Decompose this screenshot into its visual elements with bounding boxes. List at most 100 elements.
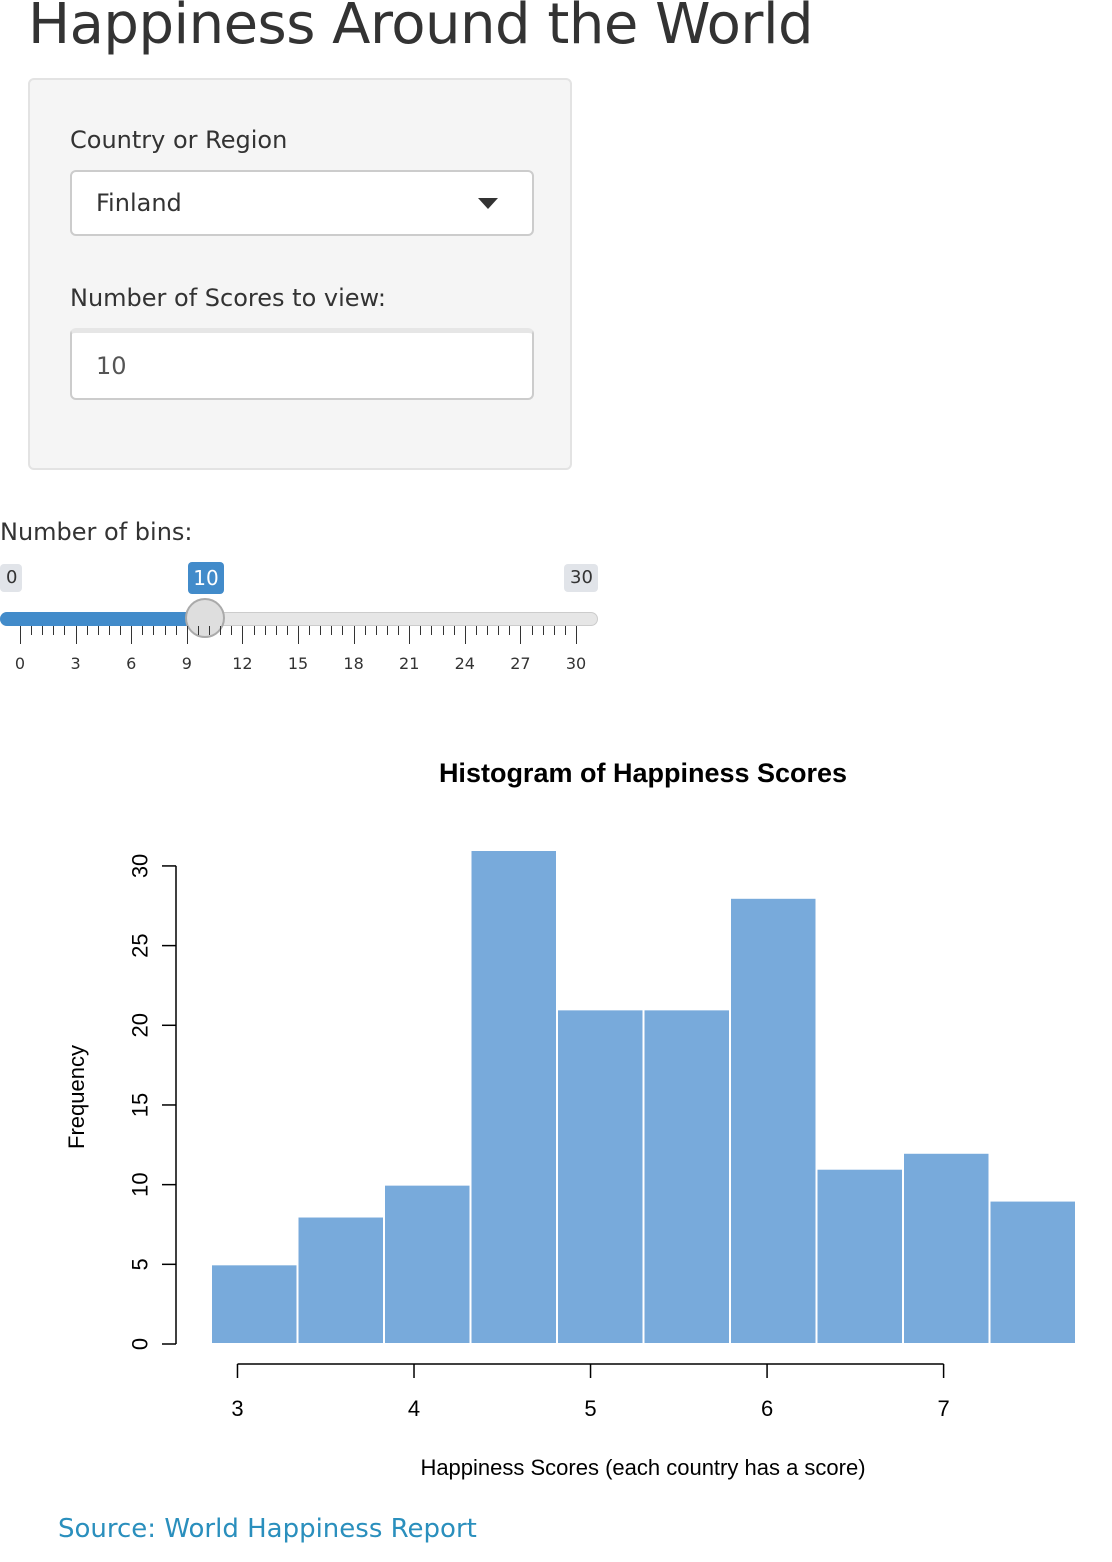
x-tick-label: 6 bbox=[761, 1396, 773, 1421]
histogram-bar bbox=[556, 1008, 645, 1345]
slider-minor-tick bbox=[320, 626, 322, 635]
y-tick-label: 20 bbox=[128, 1013, 153, 1037]
histogram-bar bbox=[902, 1151, 991, 1345]
slider-minor-tick bbox=[286, 626, 288, 635]
sidebar-panel: Country or Region Finland Number of Scor… bbox=[28, 78, 572, 470]
slider-minor-tick bbox=[164, 626, 166, 635]
slider-minor-tick bbox=[431, 626, 433, 635]
slider-major-tick bbox=[75, 626, 77, 644]
slider-tick-label: 6 bbox=[126, 654, 137, 673]
slider-major-tick bbox=[464, 626, 466, 644]
y-tick-label: 25 bbox=[128, 933, 153, 957]
y-tick-label: 10 bbox=[128, 1172, 153, 1196]
histogram-chart: Histogram of Happiness Scores 0 5 10 15 20 25 3… bbox=[64, 758, 1077, 1480]
slider-minor-tick bbox=[542, 626, 544, 635]
y-tick-label: 0 bbox=[128, 1338, 153, 1350]
page-title: Happiness Around the World bbox=[28, 0, 814, 57]
slider-tick-label: 24 bbox=[454, 654, 475, 673]
slider-minor-tick bbox=[31, 626, 33, 635]
slider-max-label: 30 bbox=[564, 564, 598, 592]
slider-minor-tick bbox=[386, 626, 388, 635]
slider-minor-tick bbox=[64, 626, 66, 635]
slider-major-tick bbox=[520, 626, 522, 644]
slider-tick-label: 21 bbox=[399, 654, 420, 673]
slider-major-tick bbox=[409, 626, 411, 644]
x-tick-label: 7 bbox=[937, 1396, 949, 1421]
x-axis-label: Happiness Scores (each country has a sco… bbox=[420, 1455, 865, 1480]
slider-minor-tick bbox=[398, 626, 400, 635]
slider-minor-tick bbox=[309, 626, 311, 635]
country-select-value: Finland bbox=[96, 189, 182, 217]
slider-major-tick bbox=[353, 626, 355, 644]
x-tick-label: 5 bbox=[584, 1396, 596, 1421]
slider-major-tick bbox=[576, 626, 577, 644]
bins-slider-label: Number of bins: bbox=[0, 518, 193, 546]
slider-tick-label: 9 bbox=[181, 654, 192, 673]
slider-minor-tick bbox=[531, 626, 533, 635]
y-tick-label: 30 bbox=[128, 854, 153, 878]
slider-minor-tick bbox=[342, 626, 344, 635]
slider-minor-tick bbox=[375, 626, 377, 635]
histogram-bar bbox=[383, 1183, 472, 1346]
slider-tick-label: 15 bbox=[287, 654, 309, 673]
slider-minor-tick bbox=[153, 626, 155, 635]
slider-minor-tick bbox=[475, 626, 477, 635]
slider-handle[interactable] bbox=[185, 598, 226, 638]
slider-minor-tick bbox=[275, 626, 277, 635]
slider-minor-tick bbox=[42, 626, 44, 635]
chart-title: Histogram of Happiness Scores bbox=[439, 758, 847, 788]
slider-minor-tick bbox=[564, 626, 566, 635]
slider-minor-tick bbox=[487, 626, 489, 635]
country-select-label: Country or Region bbox=[70, 126, 288, 154]
x-tick-label: 3 bbox=[231, 1396, 243, 1421]
slider-minor-tick bbox=[142, 626, 144, 635]
slider-minor-tick bbox=[498, 626, 500, 635]
histogram-bar bbox=[729, 896, 818, 1345]
histogram-bar bbox=[988, 1199, 1077, 1346]
slider-tick-label: 3 bbox=[70, 654, 81, 673]
slider-grid: 0 3 6 9 12 15 18 21 24 27 30 bbox=[0, 626, 620, 686]
slider-minor-tick bbox=[253, 626, 255, 635]
slider-major-tick bbox=[20, 626, 21, 644]
histogram-bar bbox=[469, 849, 558, 1345]
slider-tick-label: 27 bbox=[510, 654, 531, 673]
slider-minor-tick bbox=[364, 626, 366, 635]
slider-minor-tick bbox=[220, 626, 222, 635]
x-tick-label: 4 bbox=[408, 1396, 420, 1421]
slider-minor-tick bbox=[331, 626, 333, 635]
y-axis-label: Frequency bbox=[64, 1045, 89, 1149]
slider-minor-tick bbox=[120, 626, 122, 635]
slider-minor-tick bbox=[197, 626, 199, 635]
slider-tick-label: 12 bbox=[232, 654, 253, 673]
slider-minor-tick bbox=[420, 626, 422, 635]
slider-minor-tick bbox=[264, 626, 266, 635]
country-select[interactable]: Finland bbox=[70, 170, 534, 236]
slider-minor-tick bbox=[53, 626, 55, 635]
slider-minor-tick bbox=[509, 626, 511, 635]
slider-minor-tick bbox=[553, 626, 555, 635]
slider-tick-label: 0 bbox=[14, 654, 26, 673]
slider-major-tick bbox=[131, 626, 133, 644]
histogram-bar bbox=[210, 1263, 299, 1345]
slider-major-tick bbox=[242, 626, 244, 644]
slider-minor-tick bbox=[231, 626, 233, 635]
histogram-bar bbox=[815, 1167, 904, 1346]
slider-min-label: 0 bbox=[0, 564, 22, 592]
slider-minor-tick bbox=[442, 626, 444, 635]
y-tick-label: 15 bbox=[128, 1093, 153, 1117]
slider-tick-label: 30 bbox=[565, 654, 587, 673]
slider-minor-tick bbox=[175, 626, 177, 635]
slider-tick-label: 18 bbox=[343, 654, 364, 673]
scores-input[interactable] bbox=[70, 328, 534, 400]
slider-minor-tick bbox=[108, 626, 110, 635]
slider-minor-tick bbox=[97, 626, 99, 635]
y-tick-label: 5 bbox=[128, 1258, 153, 1270]
slider-minor-tick bbox=[209, 626, 211, 635]
slider-value-badge: 10 bbox=[188, 562, 224, 594]
histogram-bar bbox=[642, 1008, 731, 1345]
source-link[interactable]: Source: World Happiness Report bbox=[58, 1514, 477, 1544]
slider-fill bbox=[0, 612, 206, 626]
slider-major-tick bbox=[298, 626, 299, 644]
slider-minor-tick bbox=[453, 626, 455, 635]
slider-minor-tick bbox=[86, 626, 88, 635]
